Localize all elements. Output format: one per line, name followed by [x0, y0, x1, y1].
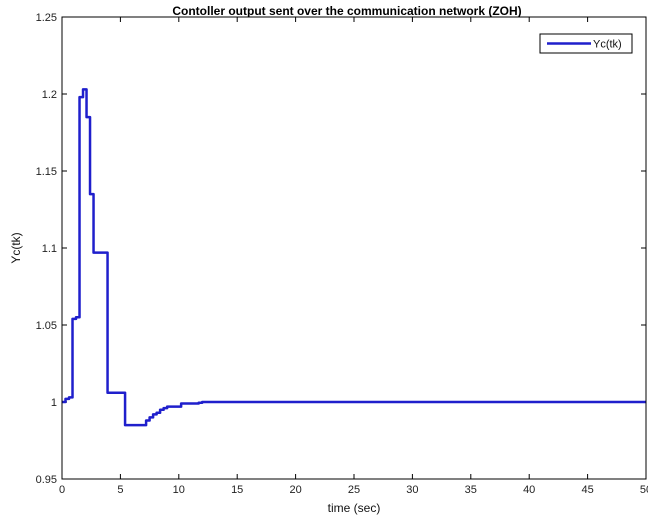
x-tick-label: 5 — [117, 484, 123, 496]
y-tick-label: 1 — [51, 397, 57, 409]
x-tick-label: 25 — [348, 484, 360, 496]
legend-label-series: Yc(tk) — [593, 39, 622, 51]
y-tick-label: 1.2 — [42, 89, 57, 101]
x-tick-label: 0 — [59, 484, 65, 496]
y-axis-label: Yc(tk) — [9, 232, 23, 263]
x-tick-label: 10 — [173, 484, 185, 496]
y-tick-label: 1.15 — [36, 166, 57, 178]
x-tick-label: 40 — [523, 484, 535, 496]
y-tick-label: 0.95 — [36, 474, 57, 486]
x-tick-label: 15 — [231, 484, 243, 496]
x-tick-label: 45 — [581, 484, 593, 496]
x-axis-label: time (sec) — [328, 501, 381, 515]
y-tick-label: 1.25 — [36, 12, 57, 24]
x-tick-label: 50 — [640, 484, 648, 496]
y-tick-label: 1.1 — [42, 243, 57, 255]
x-tick-label: 20 — [289, 484, 301, 496]
series-layer — [62, 88, 646, 427]
legend: Yc(tk) — [539, 33, 633, 54]
tick-labels-layer: 0 5 10 15 20 25 30 35 40 45 50 0.95 1 1.05 1.1 1.15 1.2 1… — [36, 12, 648, 496]
x-tick-label: 30 — [406, 484, 418, 496]
x-tick-label: 35 — [465, 484, 477, 496]
y-tick-label: 1.05 — [36, 320, 57, 332]
chart-title: Contoller output sent over the communica… — [172, 4, 521, 18]
plot-frame — [61, 16, 647, 480]
series-line-0 — [62, 88, 646, 427]
plot-area — [62, 17, 646, 479]
